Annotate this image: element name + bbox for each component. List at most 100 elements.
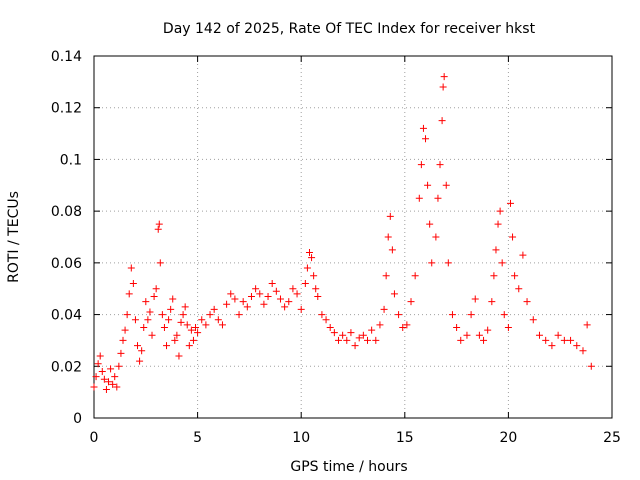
data-point bbox=[206, 311, 214, 319]
data-point bbox=[359, 331, 367, 339]
data-point bbox=[583, 321, 591, 329]
data-point bbox=[434, 194, 442, 202]
data-point bbox=[256, 290, 264, 298]
data-point bbox=[94, 360, 102, 368]
data-point bbox=[411, 272, 419, 280]
data-point bbox=[339, 331, 347, 339]
x-axis-label: GPS time / hours bbox=[290, 459, 407, 475]
data-point bbox=[177, 318, 185, 326]
data-point bbox=[438, 117, 446, 125]
tick-labels: 0 5 10 15 20 25 0 0.02 0.04 0.06 0.08 0.1 0.12 0.14 bbox=[51, 49, 621, 446]
data-point bbox=[364, 336, 372, 344]
data-point bbox=[102, 386, 110, 394]
data-point bbox=[113, 383, 121, 391]
data-point bbox=[542, 336, 550, 344]
data-point bbox=[548, 342, 556, 350]
data-point bbox=[515, 285, 523, 293]
data-point bbox=[235, 311, 243, 319]
data-point bbox=[403, 321, 411, 329]
data-point bbox=[310, 272, 318, 280]
data-point bbox=[210, 305, 218, 313]
data-point bbox=[117, 349, 125, 357]
data-point bbox=[187, 326, 195, 334]
data-point bbox=[260, 300, 268, 308]
data-point bbox=[169, 295, 177, 303]
x-tick-label: 15 bbox=[396, 430, 414, 446]
data-point bbox=[154, 225, 162, 233]
data-point bbox=[492, 246, 500, 254]
data-point bbox=[131, 316, 139, 324]
data-point bbox=[488, 298, 496, 306]
data-point bbox=[297, 305, 305, 313]
data-point bbox=[90, 383, 98, 391]
data-point bbox=[305, 249, 313, 257]
data-point bbox=[158, 311, 166, 319]
grid-lines bbox=[94, 56, 612, 418]
data-point bbox=[330, 329, 338, 337]
data-point bbox=[343, 336, 351, 344]
data-point bbox=[146, 308, 154, 316]
data-point bbox=[426, 220, 434, 228]
data-point bbox=[264, 292, 272, 300]
data-point bbox=[134, 342, 142, 350]
data-point bbox=[498, 259, 506, 267]
data-point bbox=[523, 298, 531, 306]
data-point bbox=[490, 272, 498, 280]
data-point bbox=[293, 290, 301, 298]
data-point bbox=[428, 259, 436, 267]
data-point bbox=[301, 280, 309, 288]
data-point bbox=[444, 259, 452, 267]
data-point bbox=[415, 194, 423, 202]
data-point bbox=[119, 336, 127, 344]
data-point bbox=[181, 303, 189, 311]
data-point bbox=[252, 285, 260, 293]
data-point bbox=[312, 285, 320, 293]
data-point bbox=[272, 287, 280, 295]
data-point bbox=[179, 311, 187, 319]
data-point bbox=[496, 207, 504, 215]
data-point bbox=[167, 305, 175, 313]
data-point bbox=[494, 220, 502, 228]
data-point bbox=[138, 347, 146, 355]
x-tick-label: 10 bbox=[292, 430, 310, 446]
data-point bbox=[567, 336, 575, 344]
data-point bbox=[160, 324, 168, 331]
data-point bbox=[372, 336, 380, 344]
data-point bbox=[422, 135, 430, 143]
data-point bbox=[129, 280, 137, 288]
data-point bbox=[107, 365, 115, 373]
data-point bbox=[504, 324, 512, 331]
data-point bbox=[115, 362, 123, 370]
data-point bbox=[173, 331, 181, 339]
data-point bbox=[419, 124, 427, 132]
data-point bbox=[150, 292, 158, 300]
data-point bbox=[506, 199, 514, 207]
data-point bbox=[448, 311, 456, 319]
data-point bbox=[467, 311, 475, 319]
data-point bbox=[424, 181, 432, 189]
data-point bbox=[355, 334, 363, 342]
data-point bbox=[285, 298, 293, 306]
data-point bbox=[192, 324, 200, 331]
y-axis-label: ROTI / TECUs bbox=[6, 191, 22, 283]
data-point bbox=[399, 324, 407, 331]
data-point bbox=[511, 272, 519, 280]
data-point bbox=[509, 233, 517, 241]
data-point bbox=[390, 290, 398, 298]
data-point bbox=[198, 316, 206, 324]
axis-ticks bbox=[93, 55, 613, 419]
data-point bbox=[380, 305, 388, 313]
data-point bbox=[239, 298, 247, 306]
data-point bbox=[289, 285, 297, 293]
data-point bbox=[457, 336, 465, 344]
data-point bbox=[92, 373, 100, 381]
data-point bbox=[98, 367, 106, 375]
data-point bbox=[388, 246, 396, 254]
data-point bbox=[417, 161, 425, 169]
data-point bbox=[276, 295, 284, 303]
data-point bbox=[386, 212, 394, 220]
data-point bbox=[163, 342, 171, 350]
data-point bbox=[436, 161, 444, 169]
data-point bbox=[202, 321, 210, 329]
x-tick-label: 20 bbox=[499, 430, 517, 446]
